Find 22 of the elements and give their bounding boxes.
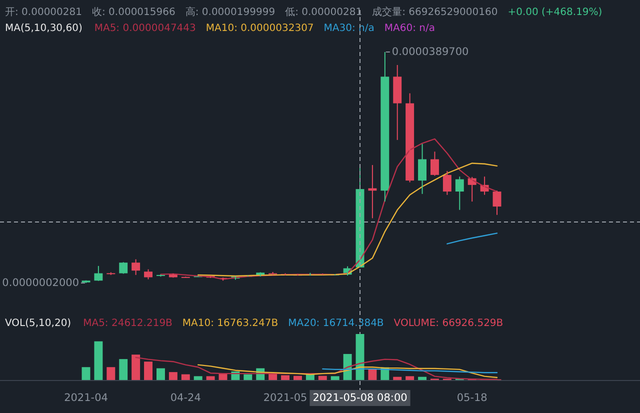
legend-label: MA60: n/a	[384, 23, 435, 34]
text: MA5: 24612.219B	[83, 318, 173, 329]
text: MA20: 16714.384B	[288, 318, 384, 329]
text: MA10: 16763.247B	[182, 318, 278, 329]
x-tick-label: 2021-04	[64, 392, 108, 404]
annotation: 0.0000389700	[392, 46, 469, 58]
x-tick-label: 04-24	[170, 392, 202, 404]
text: 高: 0.0000199999	[185, 6, 276, 18]
x-tick-label: 05-18	[456, 392, 488, 404]
text: 成交量: 66926529000160	[372, 6, 498, 18]
text: 低: 0.00000281	[285, 7, 362, 18]
text: 0.0000002000	[2, 277, 79, 289]
text: MA5: 0.0000047443	[94, 23, 196, 34]
x-tick-label: 2021-05-08 08:00	[312, 392, 408, 404]
text: MA10: 0.0000032307	[206, 23, 314, 34]
text: 收: 0.000015966	[92, 7, 176, 18]
legend-title: VOL(5,10,20)	[5, 318, 72, 329]
text: +0.00 (+468.19%)	[508, 7, 602, 18]
text: VOLUME: 66926.529B	[394, 318, 504, 329]
text: 开: 0.00000281	[5, 7, 82, 18]
legend-title: MA(5,10,30,60)	[5, 23, 82, 34]
x-tick-label: 2021-05	[263, 392, 308, 404]
